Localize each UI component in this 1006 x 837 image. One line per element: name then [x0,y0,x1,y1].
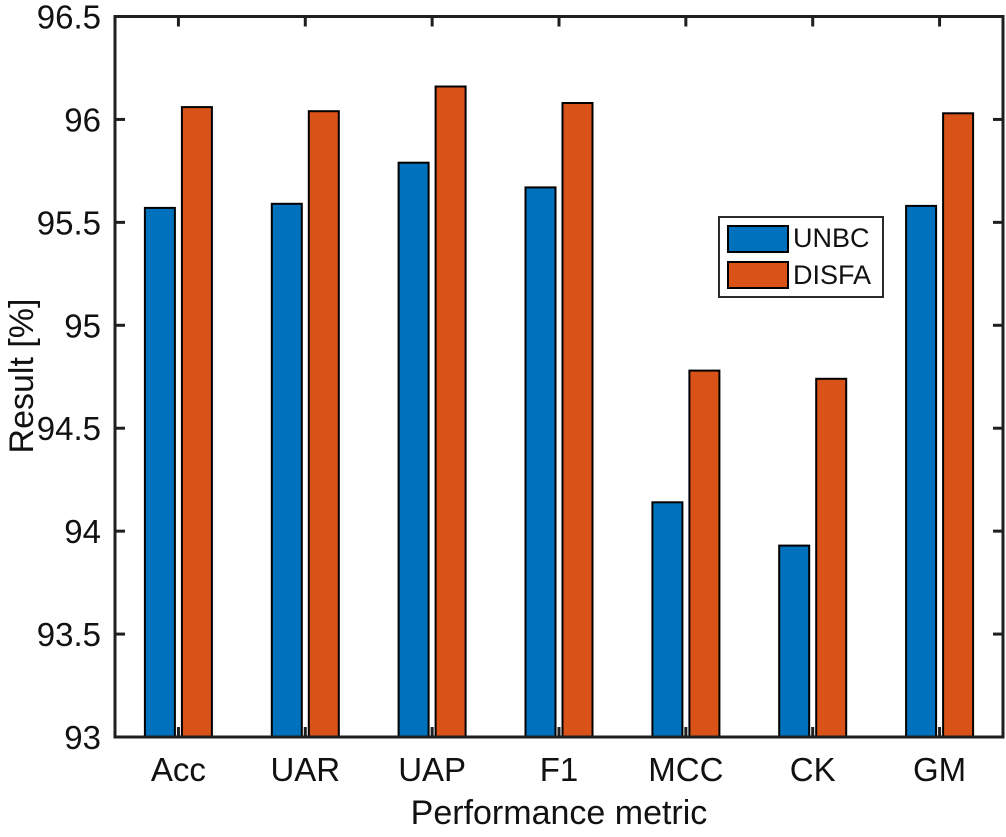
y-tick-label: 96 [64,101,101,138]
y-tick-label: 95 [64,307,101,344]
bar-unbc-acc [143,206,176,738]
bar-disfa-mcc [688,369,721,738]
x-axis-label: Performance metric [410,794,708,832]
bar-disfa-acc [180,106,213,739]
bar-unbc-uar [270,202,303,739]
legend-entry-unbc: UNBC [727,223,882,255]
y-axis-label: Result [%] [3,298,41,454]
bar-disfa-f1 [561,102,594,738]
x-tick-label-acc: Acc [151,751,206,788]
bar-unbc-uap [397,161,430,738]
x-tick-label-uap: UAP [398,751,466,788]
bar-disfa-uap [434,85,467,738]
bar-disfa-uar [307,110,340,738]
bar-unbc-f1 [524,186,557,738]
bar-disfa-gm [942,112,975,739]
bar-unbc-ck [778,544,811,738]
legend-swatch-unbc [727,224,789,253]
x-tick-label-gm: GM [913,751,966,788]
bar-unbc-mcc [651,501,684,738]
bar-unbc-gm [905,204,938,738]
legend: UNBC DISFA [718,216,884,298]
y-tick-label: 93 [64,719,101,756]
axis-box [113,15,1005,739]
x-tick-label-uar: UAR [270,751,340,788]
y-tick-label: 94.5 [37,410,101,447]
legend-label-disfa: DISFA [793,259,872,290]
legend-entry-disfa: DISFA [727,259,882,291]
y-tick-label: 96.5 [37,0,101,36]
legend-label-unbc: UNBC [793,223,870,254]
y-tick-label: 95.5 [37,204,101,241]
x-tick-label-f1: F1 [540,751,579,788]
y-tick-label: 93.5 [37,616,101,653]
legend-swatch-disfa [727,261,789,290]
x-tick-label-mcc: MCC [648,751,723,788]
y-tick-label: 94 [64,513,101,550]
x-tick-label-ck: CK [790,751,836,788]
bar-disfa-ck [815,377,848,738]
